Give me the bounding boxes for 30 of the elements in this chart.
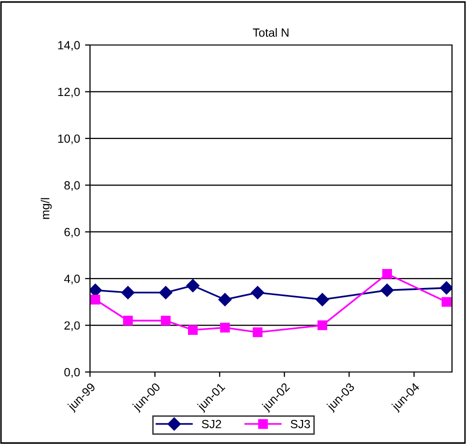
y-tick-label: 6,0 bbox=[64, 228, 80, 238]
point bbox=[440, 281, 452, 294]
y-tick-label: 14,0 bbox=[58, 41, 80, 51]
point bbox=[218, 293, 232, 306]
legend-label: SJ2 bbox=[202, 420, 222, 428]
point bbox=[317, 320, 328, 330]
point bbox=[316, 293, 329, 306]
point bbox=[380, 284, 394, 297]
y-tick-label: 12,0 bbox=[58, 88, 80, 98]
y-tick-label: 0,0 bbox=[64, 368, 80, 378]
point bbox=[123, 316, 133, 326]
y-tick-label: 2,0 bbox=[64, 321, 80, 332]
point bbox=[160, 316, 171, 326]
chart-title: Total N bbox=[252, 28, 288, 37]
legend-label: SJ3 bbox=[290, 420, 310, 428]
point bbox=[159, 286, 172, 300]
y-tick-label: 8,0 bbox=[64, 181, 80, 191]
y-axis-title: mg/l bbox=[40, 198, 52, 219]
point bbox=[186, 278, 200, 292]
y-tick-label: 10,0 bbox=[58, 134, 80, 144]
point bbox=[382, 269, 392, 279]
y-tick-label: 4,0 bbox=[64, 274, 80, 284]
point bbox=[252, 327, 262, 338]
point bbox=[220, 322, 230, 332]
point bbox=[121, 286, 135, 300]
point bbox=[90, 284, 102, 297]
point bbox=[188, 325, 198, 335]
point bbox=[251, 286, 264, 300]
point bbox=[90, 294, 100, 304]
point bbox=[442, 297, 452, 307]
